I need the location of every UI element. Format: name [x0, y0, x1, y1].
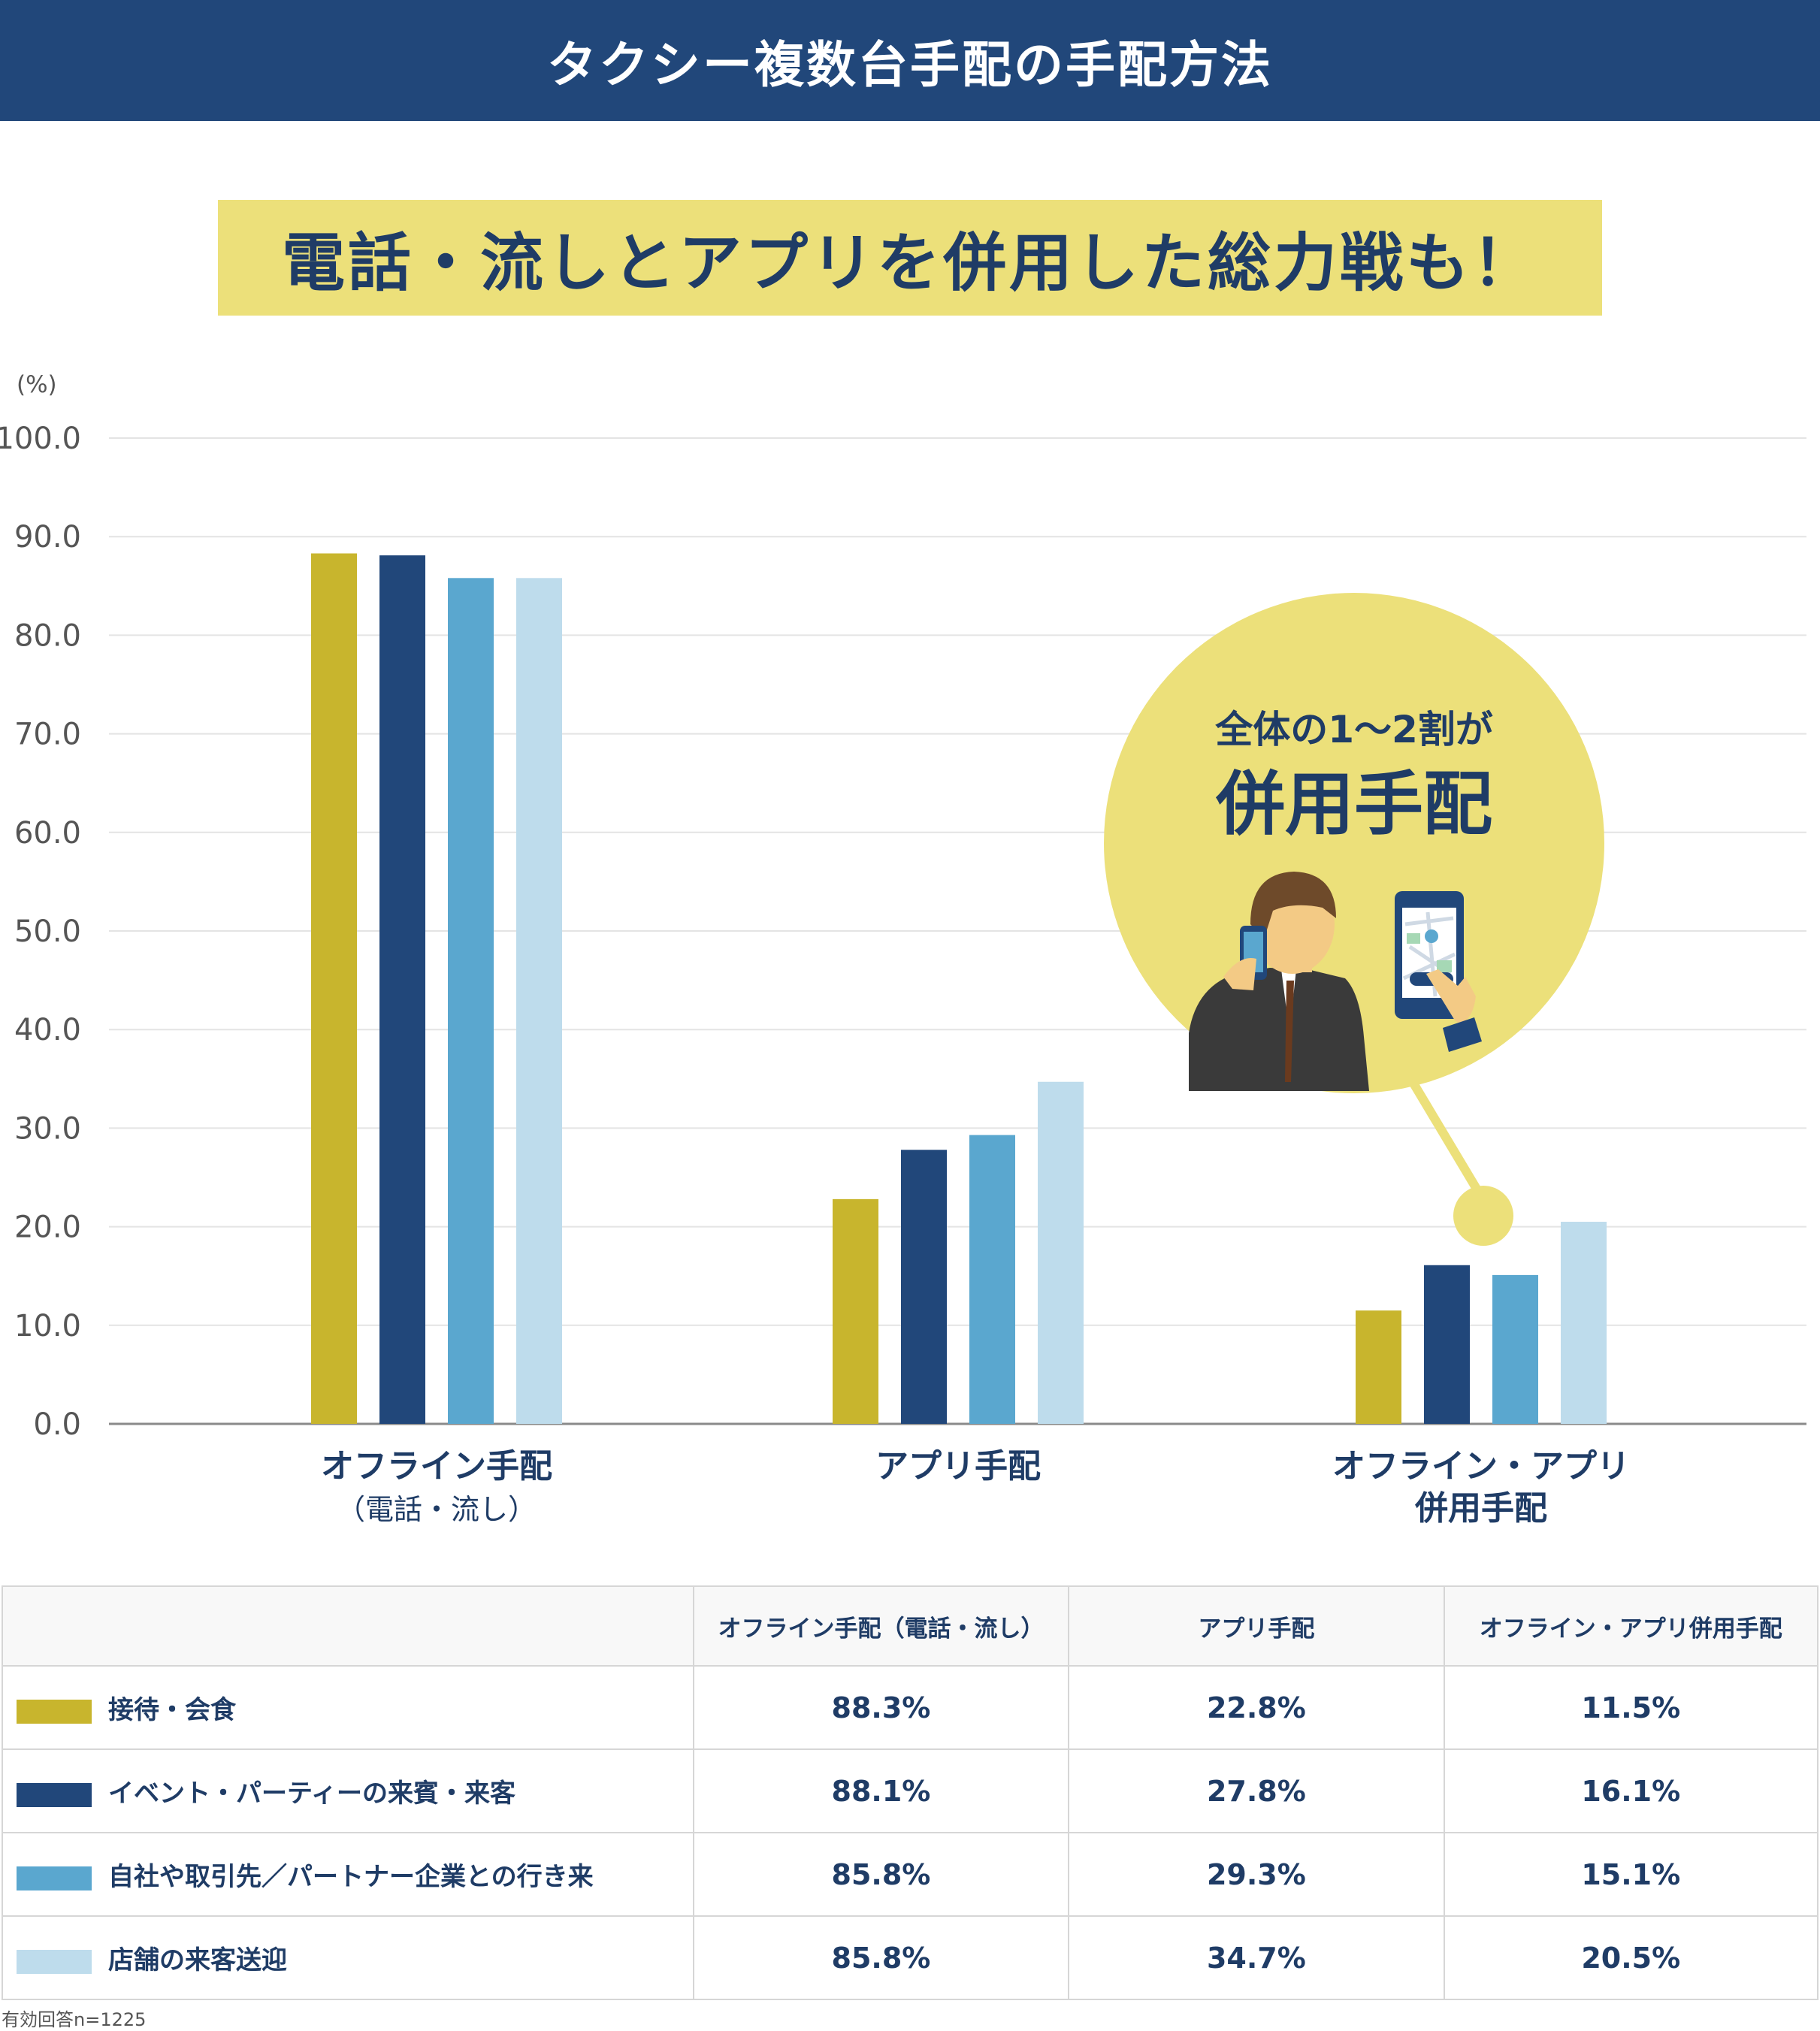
table-cell: 85.8%	[692, 1915, 1070, 2000]
data-table: オフライン手配（電話・流し） アプリ手配 オフライン・アプリ併用手配 接待・会食…	[2, 1585, 1819, 2000]
chart-bars	[311, 553, 1607, 1425]
y-axis-unit-label: (%)	[17, 371, 57, 398]
bar	[1424, 1265, 1470, 1424]
footnote: 有効回答n=1225	[2, 2009, 147, 2030]
table-row: 自社や取引先／パートナー企業との行き来 85.8% 29.3% 15.1%	[2, 1832, 1819, 1917]
callout-pointer-dot	[1453, 1186, 1513, 1246]
bar	[311, 553, 357, 1424]
legend-swatch	[17, 1866, 92, 1890]
y-tick-label: 20.0	[14, 1210, 81, 1245]
table-row: 接待・会食 88.3% 22.8% 11.5%	[2, 1665, 1819, 1750]
bar-chart: (%) 0.0 10.0 20.0 30.0 40.0 50.0 60.0 70.0 80.0 90…	[0, 371, 1806, 1528]
bar	[1492, 1274, 1538, 1424]
table-cell: 29.3%	[1068, 1832, 1445, 1917]
bar	[969, 1135, 1015, 1424]
bar	[516, 578, 562, 1425]
table-cell: 16.1%	[1443, 1748, 1819, 1833]
legend-swatch	[17, 1699, 92, 1724]
x-tick-label: オフライン手配	[321, 1447, 552, 1485]
x-tick-label: 併用手配	[1414, 1489, 1547, 1528]
table-row: 店舗の来客送迎 85.8% 34.7% 20.5%	[2, 1915, 1819, 2000]
table-cell: 27.8%	[1068, 1748, 1445, 1833]
x-tick-label: アプリ手配	[875, 1447, 1041, 1485]
row-label: イベント・パーティーの来賓・来客	[2, 1748, 694, 1833]
y-tick-label: 40.0	[14, 1013, 81, 1047]
legend-swatch	[17, 1782, 92, 1807]
table-cell: 88.3%	[692, 1665, 1070, 1750]
table-row: イベント・パーティーの来賓・来客 88.1% 27.8% 16.1%	[2, 1748, 1819, 1833]
bar	[833, 1198, 878, 1424]
y-tick-label: 10.0	[14, 1309, 81, 1343]
table-cell: 85.8%	[692, 1832, 1070, 1917]
smartphone-map-icon	[1395, 891, 1482, 1052]
y-tick-label: 100.0	[0, 422, 81, 456]
page-title: タクシー複数台手配の手配方法	[547, 35, 1273, 94]
subtitle-text: 電話・流しとアプリを併用した総力戦も！	[281, 225, 1538, 300]
table-header-cell: アプリ手配	[1068, 1585, 1445, 1667]
callout-circle	[1104, 593, 1604, 1093]
y-tick-label: 60.0	[14, 816, 81, 851]
legend-swatch	[17, 1949, 92, 1974]
table-header-cell	[2, 1585, 694, 1667]
table-cell: 11.5%	[1443, 1665, 1819, 1750]
subtitle-banner: 電話・流しとアプリを併用した総力戦も！	[218, 200, 1602, 316]
y-tick-label: 70.0	[14, 718, 81, 752]
row-label-text: 接待・会食	[108, 1695, 236, 1725]
row-label-text: イベント・パーティーの来賓・来客	[108, 1779, 515, 1809]
y-tick-label: 50.0	[14, 914, 81, 949]
table-header-cell: オフライン・アプリ併用手配	[1443, 1585, 1819, 1667]
y-tick-label: 90.0	[14, 520, 81, 555]
x-axis-labels: オフライン手配 （電話・流し） アプリ手配 オフライン・アプリ併用手配	[321, 1447, 1630, 1528]
x-tick-label: オフライン・アプリ	[1332, 1447, 1630, 1485]
businessman-phone-icon	[1189, 872, 1369, 1091]
row-label: 接待・会食	[2, 1665, 694, 1750]
bar	[901, 1150, 947, 1424]
row-label-text: 店舗の来客送迎	[108, 1945, 287, 1975]
row-label: 自社や取引先／パートナー企業との行き来	[2, 1832, 694, 1917]
bar	[1038, 1081, 1084, 1424]
bar	[1356, 1310, 1401, 1424]
row-label-text: 自社や取引先／パートナー企業との行き来	[108, 1862, 594, 1892]
row-label: 店舗の来客送迎	[2, 1915, 694, 2000]
callout: 全体の1〜2割が 併用手配	[1104, 593, 1604, 1246]
y-tick-label: 30.0	[14, 1111, 81, 1146]
callout-line1: 全体の1〜2割が	[1214, 708, 1493, 751]
table-header-cell: オフライン手配（電話・流し）	[692, 1585, 1070, 1667]
bar	[1561, 1222, 1607, 1424]
table-cell: 15.1%	[1443, 1832, 1819, 1917]
y-tick-label: 80.0	[14, 618, 81, 653]
table-cell: 22.8%	[1068, 1665, 1445, 1750]
table-header-row: オフライン手配（電話・流し） アプリ手配 オフライン・アプリ併用手配	[2, 1585, 1819, 1667]
table-cell: 34.7%	[1068, 1915, 1445, 2000]
bar	[448, 578, 494, 1425]
header-bar: タクシー複数台手配の手配方法	[0, 0, 1820, 121]
y-tick-label: 0.0	[33, 1407, 81, 1442]
table-cell: 20.5%	[1443, 1915, 1819, 2000]
table-cell: 88.1%	[692, 1748, 1070, 1833]
x-tick-label: （電話・流し）	[337, 1493, 537, 1526]
callout-line2: 併用手配	[1215, 764, 1492, 845]
bar	[379, 555, 425, 1425]
